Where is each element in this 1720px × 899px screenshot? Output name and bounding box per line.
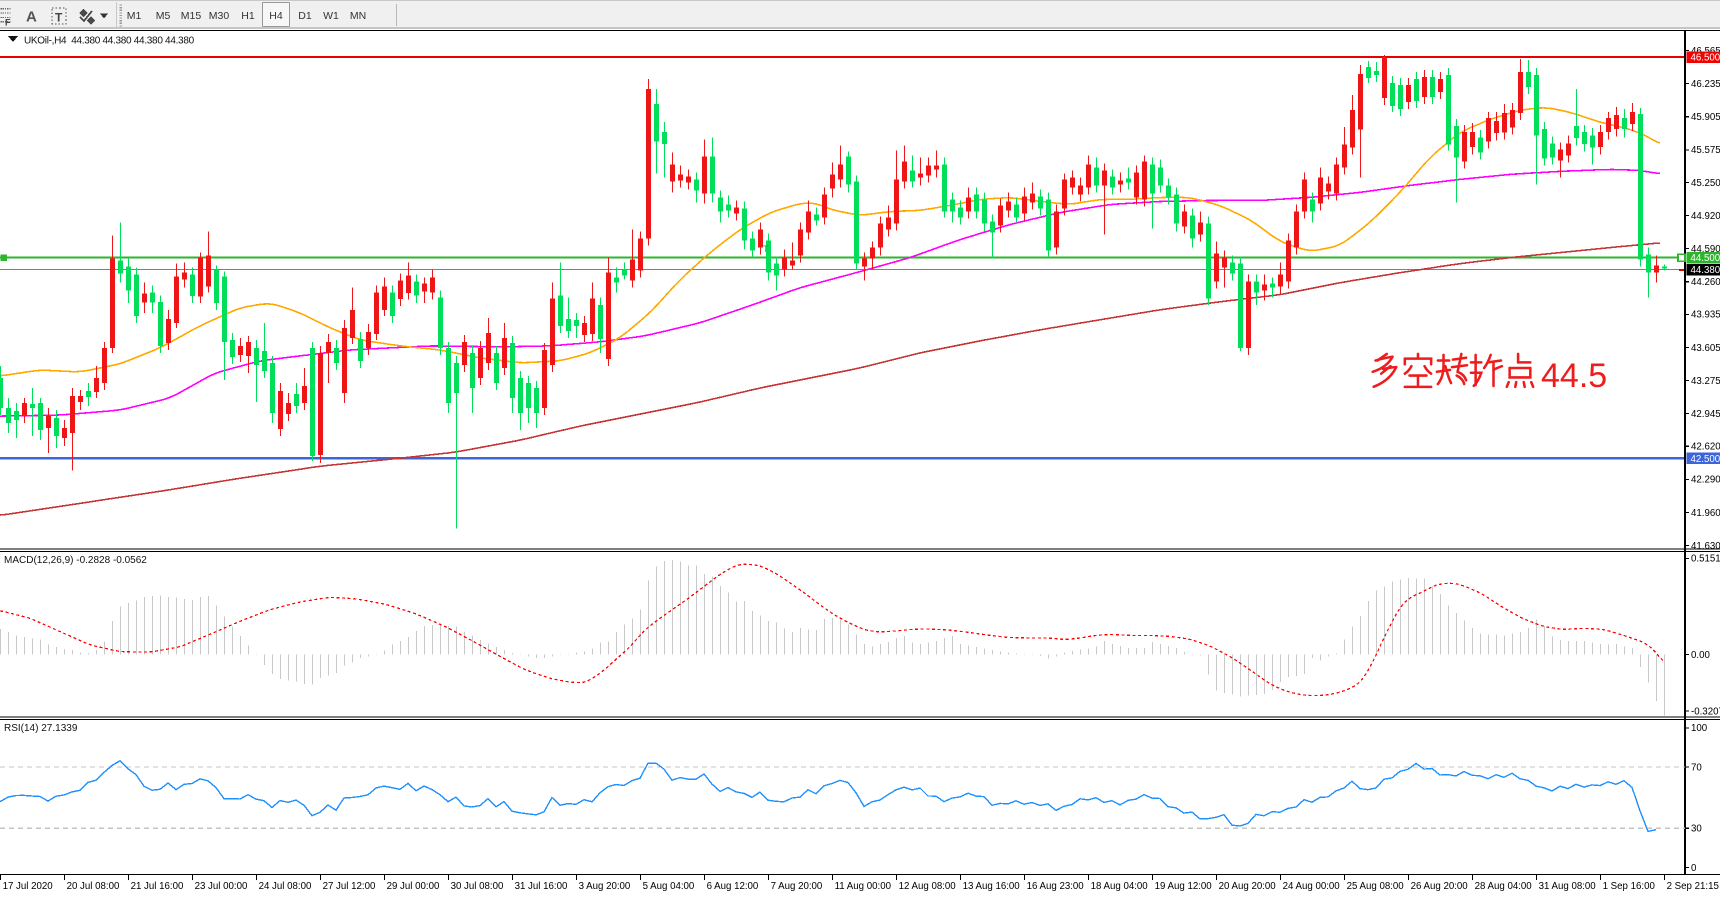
- svg-text:3 Aug 20:00: 3 Aug 20:00: [579, 881, 631, 892]
- svg-text:H1: H1: [241, 10, 255, 22]
- svg-text:M5: M5: [156, 10, 171, 22]
- svg-text:21 Jul 16:00: 21 Jul 16:00: [131, 881, 184, 892]
- svg-text:H4: H4: [269, 10, 283, 22]
- svg-text:1 Sep 16:00: 1 Sep 16:00: [1603, 881, 1656, 892]
- svg-text:5 Aug 04:00: 5 Aug 04:00: [643, 881, 695, 892]
- svg-text:20 Aug 20:00: 20 Aug 20:00: [1219, 881, 1277, 892]
- svg-text:11 Aug 00:00: 11 Aug 00:00: [835, 881, 892, 892]
- svg-text:D1: D1: [298, 10, 312, 22]
- svg-text:20 Jul 08:00: 20 Jul 08:00: [67, 881, 120, 892]
- svg-text:100: 100: [1691, 723, 1708, 734]
- svg-text:25 Aug 08:00: 25 Aug 08:00: [1347, 881, 1405, 892]
- svg-text:42.500: 42.500: [1691, 454, 1720, 465]
- svg-text:41.960: 41.960: [1691, 508, 1720, 519]
- svg-text:45.250: 45.250: [1691, 178, 1720, 189]
- svg-text:24 Aug 00:00: 24 Aug 00:00: [1283, 881, 1341, 892]
- svg-text:28 Aug 04:00: 28 Aug 04:00: [1475, 881, 1533, 892]
- svg-text:45.575: 45.575: [1691, 145, 1720, 156]
- svg-text:44.5: 44.5: [1541, 357, 1607, 395]
- svg-text:16 Aug 23:00: 16 Aug 23:00: [1027, 881, 1085, 892]
- svg-text:T: T: [763, 244, 769, 254]
- svg-text:31 Aug 08:00: 31 Aug 08:00: [1539, 881, 1597, 892]
- svg-text:45.905: 45.905: [1691, 112, 1720, 123]
- svg-text:44.920: 44.920: [1691, 211, 1720, 222]
- svg-text:M15: M15: [181, 10, 202, 22]
- svg-text:MACD(12,26,9) -0.2828 -0.0562: MACD(12,26,9) -0.2828 -0.0562: [4, 555, 147, 566]
- svg-text:12 Aug 08:00: 12 Aug 08:00: [899, 881, 957, 892]
- svg-text:70: 70: [1691, 762, 1702, 773]
- svg-text:UKOil-,H4 44.380 44.380 44.38: UKOil-,H4 44.380 44.380 44.380 44.380: [24, 36, 195, 47]
- svg-text:W1: W1: [323, 10, 339, 22]
- svg-text:24 Jul 08:00: 24 Jul 08:00: [259, 881, 312, 892]
- svg-text:44.380: 44.380: [1691, 265, 1720, 276]
- svg-text:M1: M1: [127, 10, 142, 22]
- svg-text:19 Aug 12:00: 19 Aug 12:00: [1155, 881, 1213, 892]
- svg-text:30 Jul 08:00: 30 Jul 08:00: [451, 881, 504, 892]
- svg-text:31 Jul 16:00: 31 Jul 16:00: [515, 881, 568, 892]
- svg-text:26 Aug 20:00: 26 Aug 20:00: [1411, 881, 1469, 892]
- svg-text:17 Jul 2020: 17 Jul 2020: [3, 881, 54, 892]
- svg-text:A: A: [26, 9, 37, 26]
- svg-text:30: 30: [1691, 824, 1702, 835]
- svg-text:44.260: 44.260: [1691, 277, 1720, 288]
- svg-text:43.935: 43.935: [1691, 310, 1720, 321]
- svg-text:MN: MN: [350, 10, 366, 22]
- svg-text:RSI(14) 27.1339: RSI(14) 27.1339: [4, 723, 78, 734]
- svg-text:42.290: 42.290: [1691, 475, 1720, 486]
- svg-text:29 Jul 00:00: 29 Jul 00:00: [387, 881, 440, 892]
- svg-text:41.630: 41.630: [1691, 541, 1720, 552]
- svg-text:42.945: 42.945: [1691, 409, 1720, 420]
- svg-text:43.605: 43.605: [1691, 343, 1720, 354]
- svg-text:0.5151: 0.5151: [1691, 554, 1720, 565]
- svg-text:43.275: 43.275: [1691, 376, 1720, 387]
- svg-text:0.00: 0.00: [1691, 650, 1710, 661]
- svg-text:23 Jul 00:00: 23 Jul 00:00: [195, 881, 248, 892]
- svg-text:42.620: 42.620: [1691, 442, 1720, 453]
- svg-text:27 Jul 12:00: 27 Jul 12:00: [323, 881, 376, 892]
- svg-text:6 Aug 12:00: 6 Aug 12:00: [707, 881, 759, 892]
- svg-text:44.500: 44.500: [1691, 253, 1720, 264]
- svg-text:F: F: [5, 18, 11, 28]
- svg-text:0: 0: [1691, 863, 1697, 874]
- svg-text:13 Aug 16:00: 13 Aug 16:00: [963, 881, 1021, 892]
- svg-text:7 Aug 20:00: 7 Aug 20:00: [771, 881, 823, 892]
- svg-text:18 Aug 04:00: 18 Aug 04:00: [1091, 881, 1149, 892]
- svg-text:-0.3207: -0.3207: [1691, 706, 1720, 717]
- svg-text:46.235: 46.235: [1691, 79, 1720, 90]
- svg-text:M30: M30: [209, 10, 230, 22]
- svg-text:46.500: 46.500: [1691, 53, 1720, 64]
- svg-text:T: T: [55, 11, 63, 25]
- svg-text:2 Sep 21:15: 2 Sep 21:15: [1667, 881, 1719, 892]
